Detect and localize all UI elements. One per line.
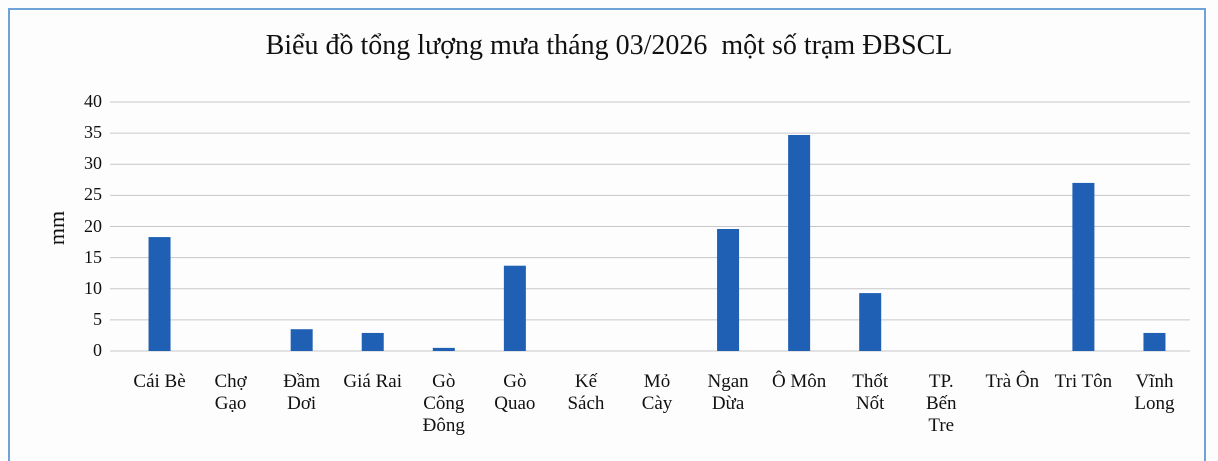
bar xyxy=(1143,332,1166,351)
x-tick-label: Kế Sách xyxy=(567,371,605,414)
y-tick-label: 0 xyxy=(93,340,102,360)
y-tick-label: 20 xyxy=(84,215,102,236)
bar xyxy=(361,332,384,351)
x-tick-label: Cái Bè xyxy=(133,371,186,392)
bar xyxy=(1072,182,1095,351)
x-tick-label: Vĩnh Long xyxy=(1134,371,1175,414)
bar xyxy=(788,134,811,351)
y-tick-label: 15 xyxy=(84,246,102,267)
y-tick-label: 5 xyxy=(93,308,102,329)
x-tick-label: Giá Rai xyxy=(343,371,402,392)
x-tick-label: Ô Môn xyxy=(771,371,827,392)
x-tick-label: Trà Ôn xyxy=(985,371,1040,392)
bar xyxy=(859,293,882,351)
y-tick-label: 10 xyxy=(84,277,102,298)
x-tick-label: Tri Tôn xyxy=(1054,371,1113,392)
x-tick-label: Chợ Gạo xyxy=(214,371,247,414)
y-tick-label: 30 xyxy=(84,153,102,174)
y-tick-label: 40 xyxy=(84,91,102,111)
y-tick-label: 25 xyxy=(84,184,102,205)
x-tick-label: Gò Quao xyxy=(494,371,536,414)
bar xyxy=(717,228,740,351)
chart-title: Biểu đồ tổng lượng mưa tháng 03/2026 một… xyxy=(265,30,953,61)
bar xyxy=(290,329,313,351)
x-tick-label: TP. Bến Tre xyxy=(925,371,957,436)
x-tick-label: Đầm Dơi xyxy=(283,371,321,414)
y-tick-label: 35 xyxy=(84,122,102,143)
x-tick-label: Gò Công Đông xyxy=(422,371,465,436)
bar xyxy=(148,237,171,351)
x-tick-label: Thốt Nốt xyxy=(852,371,889,414)
bar xyxy=(432,347,455,351)
chart-frame xyxy=(8,8,1206,461)
x-tick-label: Mỏ Cày xyxy=(641,371,673,414)
bar xyxy=(503,265,526,351)
x-tick-label: Ngan Dừa xyxy=(707,371,749,414)
